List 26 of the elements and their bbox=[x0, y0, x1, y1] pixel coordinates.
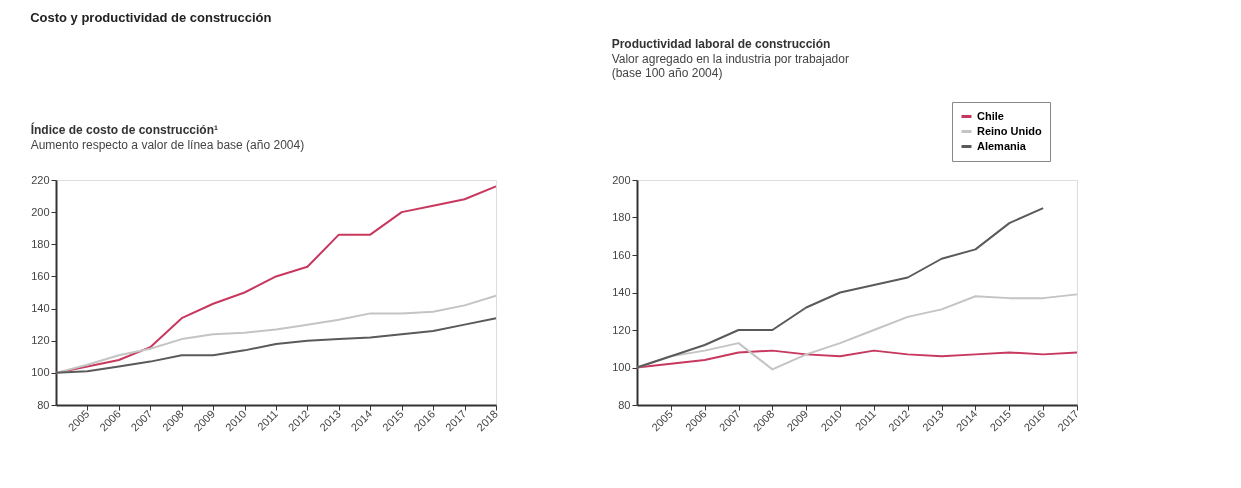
y-tick-label: 140 bbox=[31, 302, 50, 315]
chart-subtitle: Valor agregado en la industria por trabajador (base 100 año 2004) bbox=[611, 51, 849, 80]
chart-title: Índice de costo de construcción¹ bbox=[30, 122, 219, 137]
y-tick-label: 140 bbox=[612, 286, 631, 298]
text: Costo y productividad de construcción bbox=[30, 10, 272, 25]
y-tick-label: 120 bbox=[31, 334, 50, 347]
y-tick-label: 80 bbox=[37, 398, 50, 411]
legend-label: Chile bbox=[977, 109, 1004, 122]
y-tick-label: 100 bbox=[612, 361, 631, 373]
line-series bbox=[55, 317, 497, 374]
y-tick-label: 120 bbox=[612, 323, 631, 336]
y-tick-label: 160 bbox=[612, 248, 631, 261]
line-series bbox=[636, 207, 1045, 369]
chart-subtitle: Aumento respecto a valor de línea base (año 2004) bbox=[30, 138, 305, 152]
y-tick-label: 220 bbox=[31, 173, 50, 186]
chart-title: Productividad laboral de construcción bbox=[611, 36, 831, 51]
legend-label: Reino Unido bbox=[977, 124, 1043, 137]
legend-label: Alemania bbox=[977, 139, 1027, 152]
y-tick-label: 80 bbox=[618, 398, 631, 411]
y-tick-label: 160 bbox=[31, 269, 50, 282]
y-tick-label: 180 bbox=[612, 211, 631, 223]
y-tick-label: 200 bbox=[612, 173, 631, 186]
y-tick-label: 180 bbox=[31, 237, 50, 250]
y-tick-label: 100 bbox=[31, 366, 50, 379]
line-series bbox=[55, 294, 497, 374]
y-tick-label: 200 bbox=[31, 205, 50, 218]
